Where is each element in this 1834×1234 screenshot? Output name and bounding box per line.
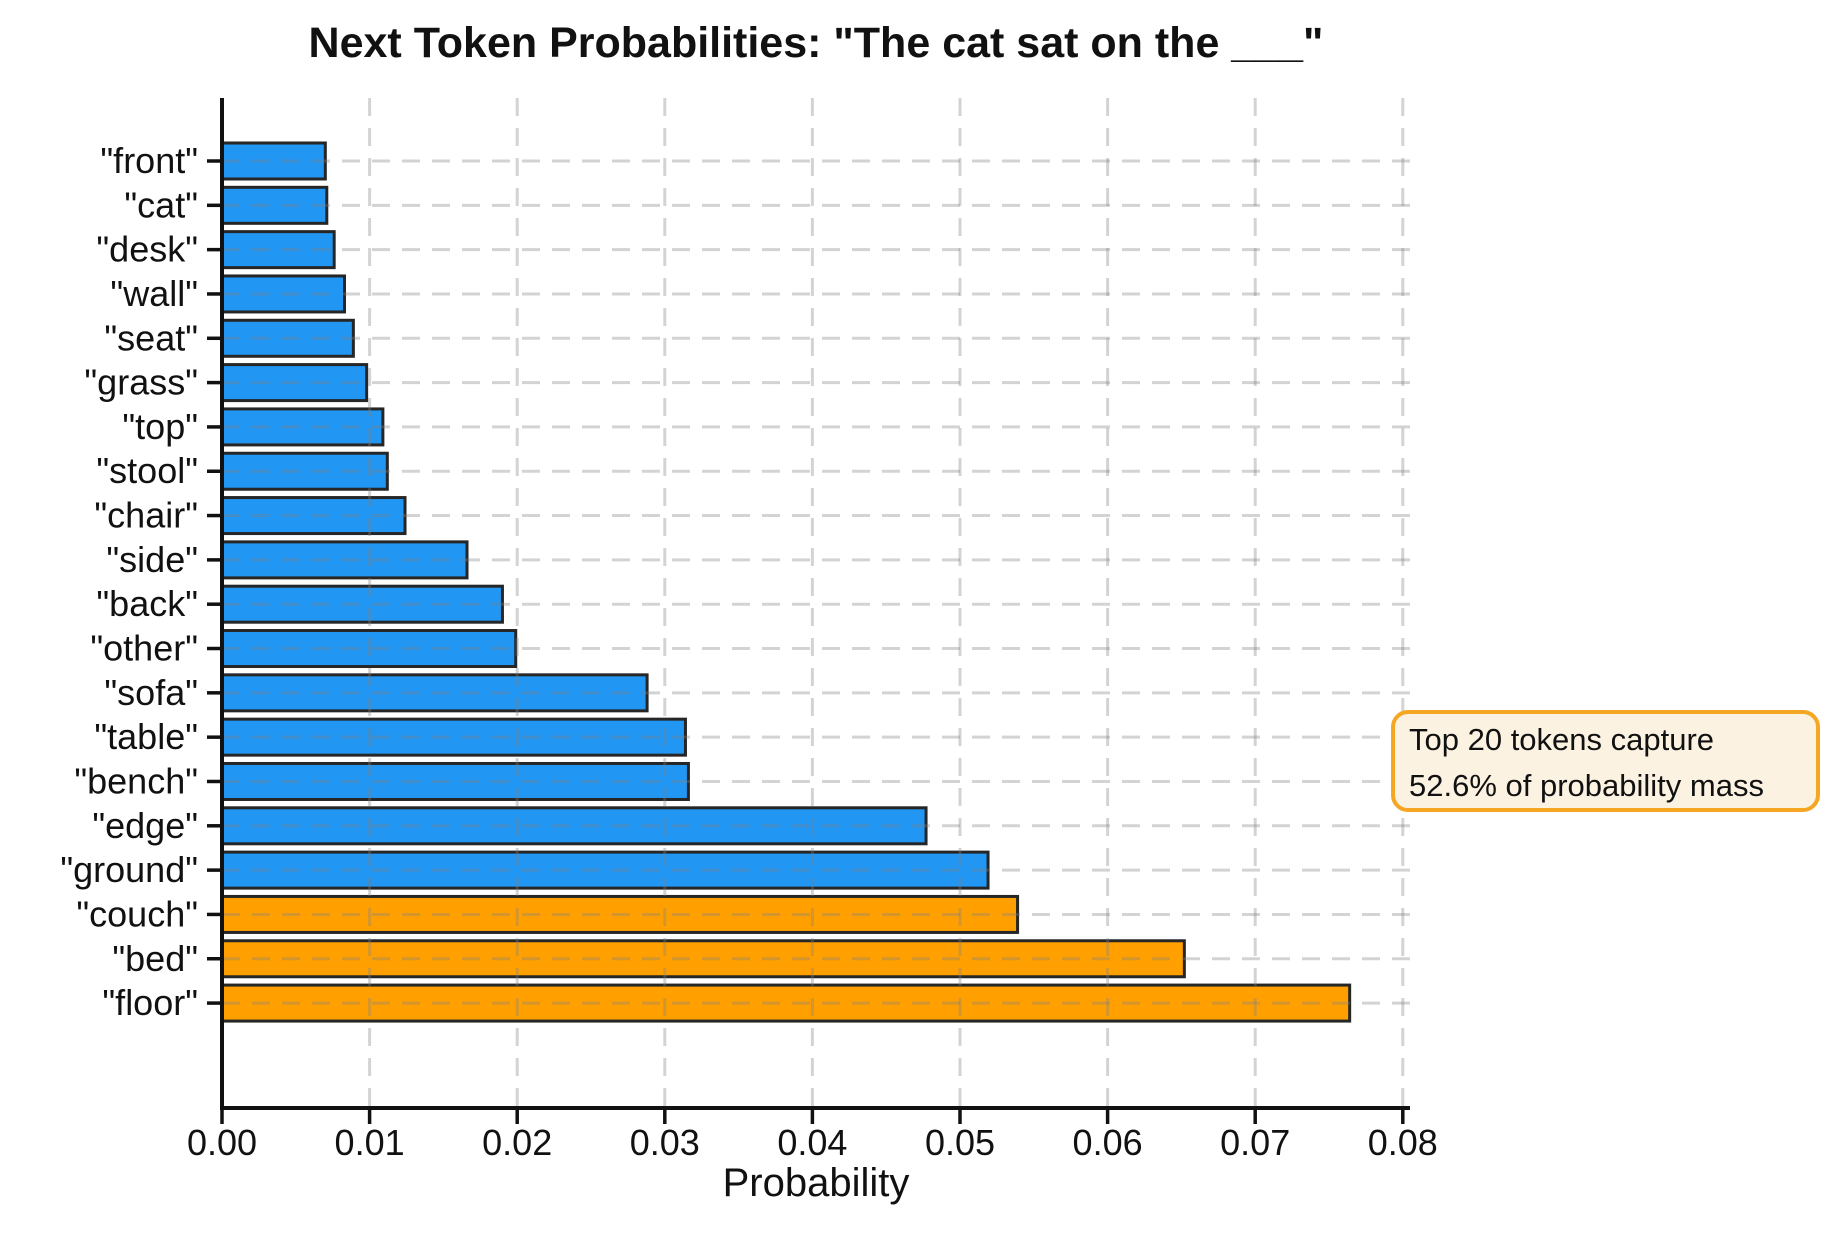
annotation-background	[1391, 710, 1820, 812]
y-tick-label: "floor"	[102, 982, 198, 1023]
bar	[220, 983, 1352, 1023]
bars-group	[220, 141, 1352, 1023]
x-tick-label: 0.05	[925, 1122, 995, 1163]
bar	[220, 451, 389, 491]
bar	[220, 230, 336, 270]
y-tick-label: "sofa"	[104, 672, 198, 713]
y-tick-label: "cat"	[124, 184, 198, 225]
y-tick-label: "bed"	[112, 938, 198, 979]
chart-title: Next Token Probabilities: "The cat sat o…	[309, 19, 1324, 67]
bar	[220, 850, 990, 890]
y-tick-label: "bench"	[74, 760, 198, 801]
bar	[220, 274, 347, 314]
y-tick-label: "front"	[100, 140, 198, 181]
x-tick-label: 0.08	[1368, 1122, 1438, 1163]
grid-group	[222, 98, 1410, 1108]
x-tick-label: 0.04	[777, 1122, 847, 1163]
y-tick-label: "wall"	[110, 273, 198, 314]
x-axis-label: Probability	[723, 1161, 910, 1205]
bar	[220, 318, 355, 358]
annotation-line-2: 52.6% of probability mass	[1409, 768, 1764, 803]
y-tick-label: "other"	[90, 628, 198, 669]
bar	[220, 717, 687, 757]
y-tick-label: "back"	[96, 583, 198, 624]
y-tick-label: "edge"	[92, 805, 198, 846]
bar	[220, 761, 690, 801]
y-tick-label: "table"	[94, 716, 198, 757]
x-tick-label: 0.00	[187, 1122, 257, 1163]
x-tick-label: 0.01	[335, 1122, 405, 1163]
x-tick-label: 0.07	[1220, 1122, 1290, 1163]
x-tick-label: 0.03	[630, 1122, 700, 1163]
y-tick-label: "grass"	[84, 362, 198, 403]
y-tick-label: "seat"	[104, 317, 198, 358]
y-tick-label: "desk"	[96, 229, 198, 270]
annotation-line-1: Top 20 tokens capture	[1409, 722, 1714, 757]
bar	[220, 629, 518, 669]
y-tick-label: "side"	[106, 539, 198, 580]
plot-area: 0.00 0.01 0.02 0.03 0.04 0.05 0.06 0.07 0.08 "fro…	[60, 98, 1438, 1163]
y-tick-label: "stool"	[96, 450, 198, 491]
y-tick-label: "couch"	[76, 893, 198, 934]
y-tick-label: "chair"	[94, 495, 198, 536]
x-tick-label: 0.06	[1073, 1122, 1143, 1163]
y-tick-label: "ground"	[60, 849, 198, 890]
axes-group: 0.00 0.01 0.02 0.03 0.04 0.05 0.06 0.07 0.08 "fro…	[60, 98, 1438, 1163]
x-tick-label: 0.02	[482, 1122, 552, 1163]
bar	[220, 673, 649, 713]
annotation-box: Top 20 tokens capture 52.6% of probabili…	[1391, 710, 1820, 812]
bar	[220, 185, 329, 225]
bar	[220, 407, 385, 447]
y-tick-label: "top"	[122, 406, 198, 447]
